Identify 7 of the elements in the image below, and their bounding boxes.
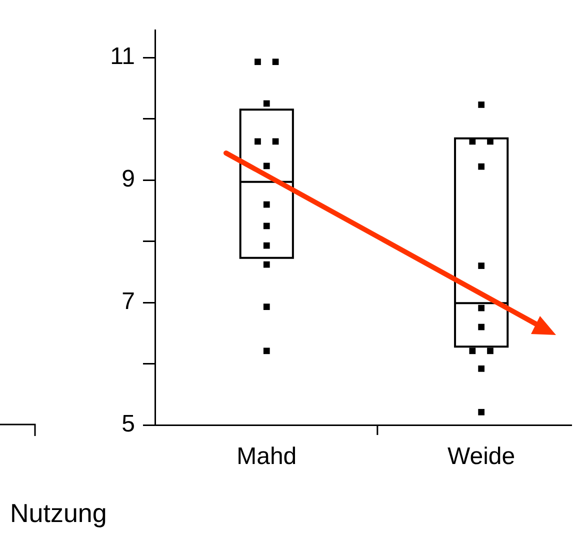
x-tick-label: Mahd (236, 443, 297, 470)
x-tick-label: Weide (448, 443, 516, 470)
x-axis-title: Nutzung (10, 498, 107, 529)
y-tick-label: 7 (122, 288, 135, 316)
y-tick-label: 5 (122, 410, 135, 438)
y-tick-label: 11 (110, 43, 135, 70)
y-tick-label: 9 (122, 166, 135, 193)
